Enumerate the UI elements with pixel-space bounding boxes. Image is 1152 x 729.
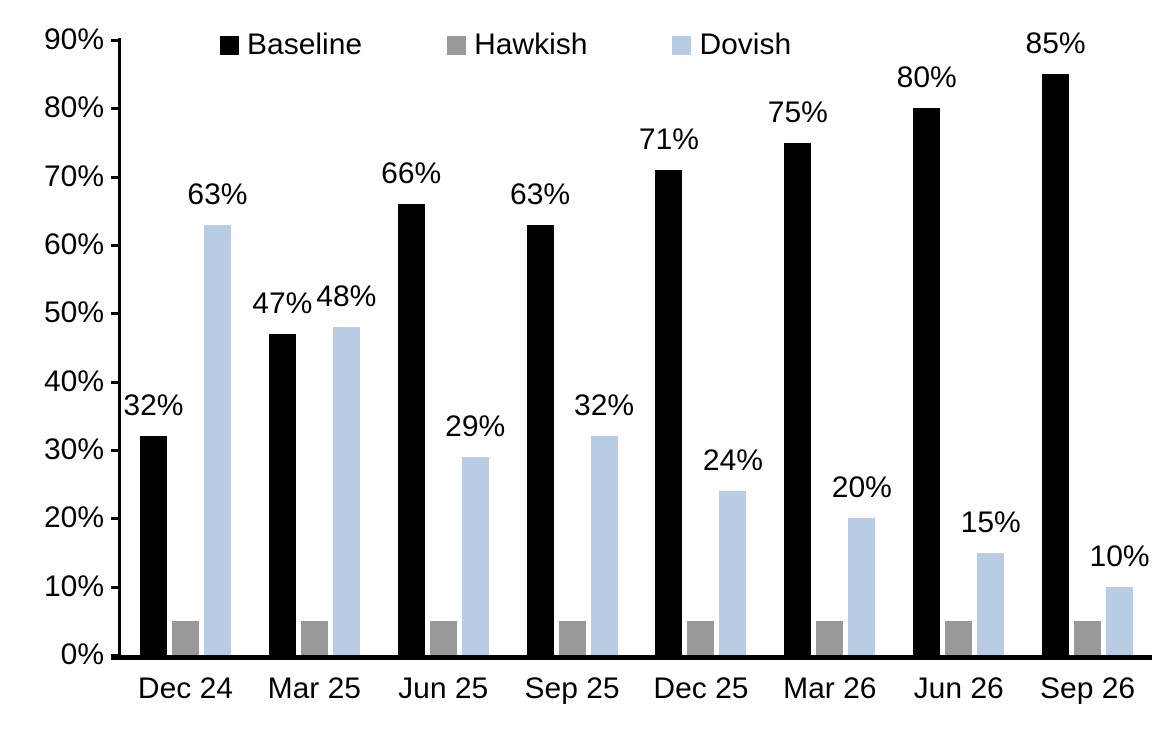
baseline-bar-value-label: 66%	[381, 157, 442, 190]
baseline-bar-value-label: 85%	[1025, 27, 1086, 61]
dovish-bar: 10%	[1090, 540, 1150, 655]
dovish-bar-value-label: 32%	[574, 389, 635, 423]
baseline-bar: 80%	[897, 62, 957, 655]
x-axis-label-jun-26: Jun 26	[913, 672, 1004, 705]
hawkish-bar	[429, 620, 457, 655]
y-axis-tick-label: 0%	[60, 638, 104, 671]
y-axis-tick-label: 40%	[43, 364, 104, 398]
chart-legend: Baseline Hawkish Dovish	[220, 28, 791, 62]
dovish-bar: 63%	[187, 178, 247, 655]
y-axis-tick-label: 30%	[43, 433, 104, 466]
baseline-bar: 32%	[123, 390, 183, 655]
y-axis-tick-label: 10%	[43, 569, 104, 603]
y-axis-tick-label: 20%	[43, 501, 104, 535]
x-axis-label-mar-25: Mar 25	[267, 672, 361, 705]
y-axis-tick	[111, 244, 121, 247]
x-axis-labels: Dec 24 Mar 25 Jun 25 Sep 25 Dec 25 Mar 26 Jun …	[121, 672, 1152, 706]
x-axis-label-mar-26: Mar 26	[783, 672, 877, 705]
legend-label: Baseline	[247, 28, 363, 61]
y-axis-tick	[111, 449, 121, 452]
y-axis-tick-label: 90%	[43, 23, 104, 56]
dovish-bar-value-label: 48%	[316, 280, 377, 313]
legend-label: Hawkish	[474, 28, 588, 61]
legend-item-dovish: Dovish	[672, 28, 791, 62]
hawkish-bar	[1074, 620, 1102, 655]
x-axis-label-jun-25: Jun 25	[398, 672, 489, 705]
bar-group-jun-25: 66% 29%	[379, 40, 508, 655]
bar-group-sep-26: 85% 10%	[1023, 28, 1152, 655]
dovish-bar: 48%	[316, 281, 376, 655]
baseline-bar: 71%	[639, 123, 699, 655]
y-axis-tick-label: 50%	[43, 296, 104, 330]
y-axis-tick-label: 70%	[43, 159, 104, 193]
hawkish-bar	[687, 620, 715, 655]
y-axis-line	[118, 38, 121, 660]
dovish-bar-value-label: 20%	[831, 471, 892, 505]
plot-area: 32% 63% 47% 48% 66% 29% 63% 32% 71% 24% 75% 20% 80% 1…	[121, 28, 1152, 655]
y-axis-tick	[111, 585, 121, 589]
dovish-bar-value-label: 63%	[187, 177, 248, 211]
bar-group-jun-26: 80% 15%	[894, 40, 1023, 655]
x-axis-label-dec-24: Dec 24	[137, 672, 233, 705]
baseline-bar: 63%	[510, 178, 570, 655]
hawkish-bar	[816, 620, 844, 655]
legend-swatch-baseline	[220, 35, 239, 55]
bar-group-sep-25: 63% 32%	[508, 40, 637, 655]
x-axis-label-dec-25: Dec 25	[653, 672, 749, 705]
hawkish-bar	[300, 620, 328, 655]
legend-item-baseline: Baseline	[220, 28, 362, 62]
y-axis-tick	[111, 107, 121, 111]
bar-group-dec-25: 71% 24%	[637, 40, 766, 655]
dovish-bar: 20%	[832, 472, 892, 655]
dovish-bar: 32%	[574, 390, 634, 655]
legend-swatch-hawkish	[447, 35, 467, 55]
hawkish-bar	[558, 620, 586, 655]
baseline-bar: 66%	[381, 158, 441, 655]
hawkish-bar	[171, 620, 199, 655]
dovish-bar: 24%	[703, 445, 763, 655]
y-axis-tick	[111, 312, 121, 316]
baseline-bar: 75%	[768, 96, 828, 655]
x-axis-label-sep-26: Sep 26	[1040, 672, 1136, 705]
dovish-bar-value-label: 15%	[960, 505, 1021, 539]
baseline-bar: 85%	[1026, 28, 1086, 655]
legend-item-hawkish: Hawkish	[447, 28, 587, 62]
baseline-bar-value-label: 71%	[638, 122, 699, 156]
baseline-bar-value-label: 63%	[510, 177, 571, 211]
y-axis-tick-label: 60%	[43, 228, 104, 261]
dovish-bar-value-label: 10%	[1089, 539, 1150, 573]
dovish-bar-value-label: 29%	[445, 409, 506, 443]
hawkish-bar	[945, 620, 973, 655]
baseline-bar: 47%	[252, 287, 312, 655]
dovish-bar-value-label: 24%	[702, 444, 763, 477]
bar-group-dec-24: 32% 63%	[121, 40, 250, 655]
bar-group-mar-25: 47% 48%	[250, 40, 379, 655]
x-axis-line	[111, 655, 1152, 660]
bar-group-mar-26: 75% 20%	[765, 40, 894, 655]
y-axis-tick	[111, 517, 121, 521]
y-axis-tick	[111, 175, 121, 179]
baseline-bar-value-label: 75%	[767, 95, 828, 129]
baseline-bar-value-label: 80%	[896, 61, 957, 95]
dovish-bar: 15%	[961, 506, 1021, 655]
dovish-bar: 29%	[445, 410, 505, 655]
y-axis-tick-label: 80%	[43, 91, 104, 125]
baseline-bar-value-label: 32%	[123, 389, 184, 423]
y-axis-tick	[111, 39, 121, 42]
legend-swatch-dovish	[672, 35, 692, 55]
baseline-bar-value-label: 47%	[252, 286, 313, 320]
y-axis-tick	[111, 380, 121, 384]
legend-label: Dovish	[699, 28, 792, 61]
x-axis-label-sep-25: Sep 25	[524, 672, 620, 705]
